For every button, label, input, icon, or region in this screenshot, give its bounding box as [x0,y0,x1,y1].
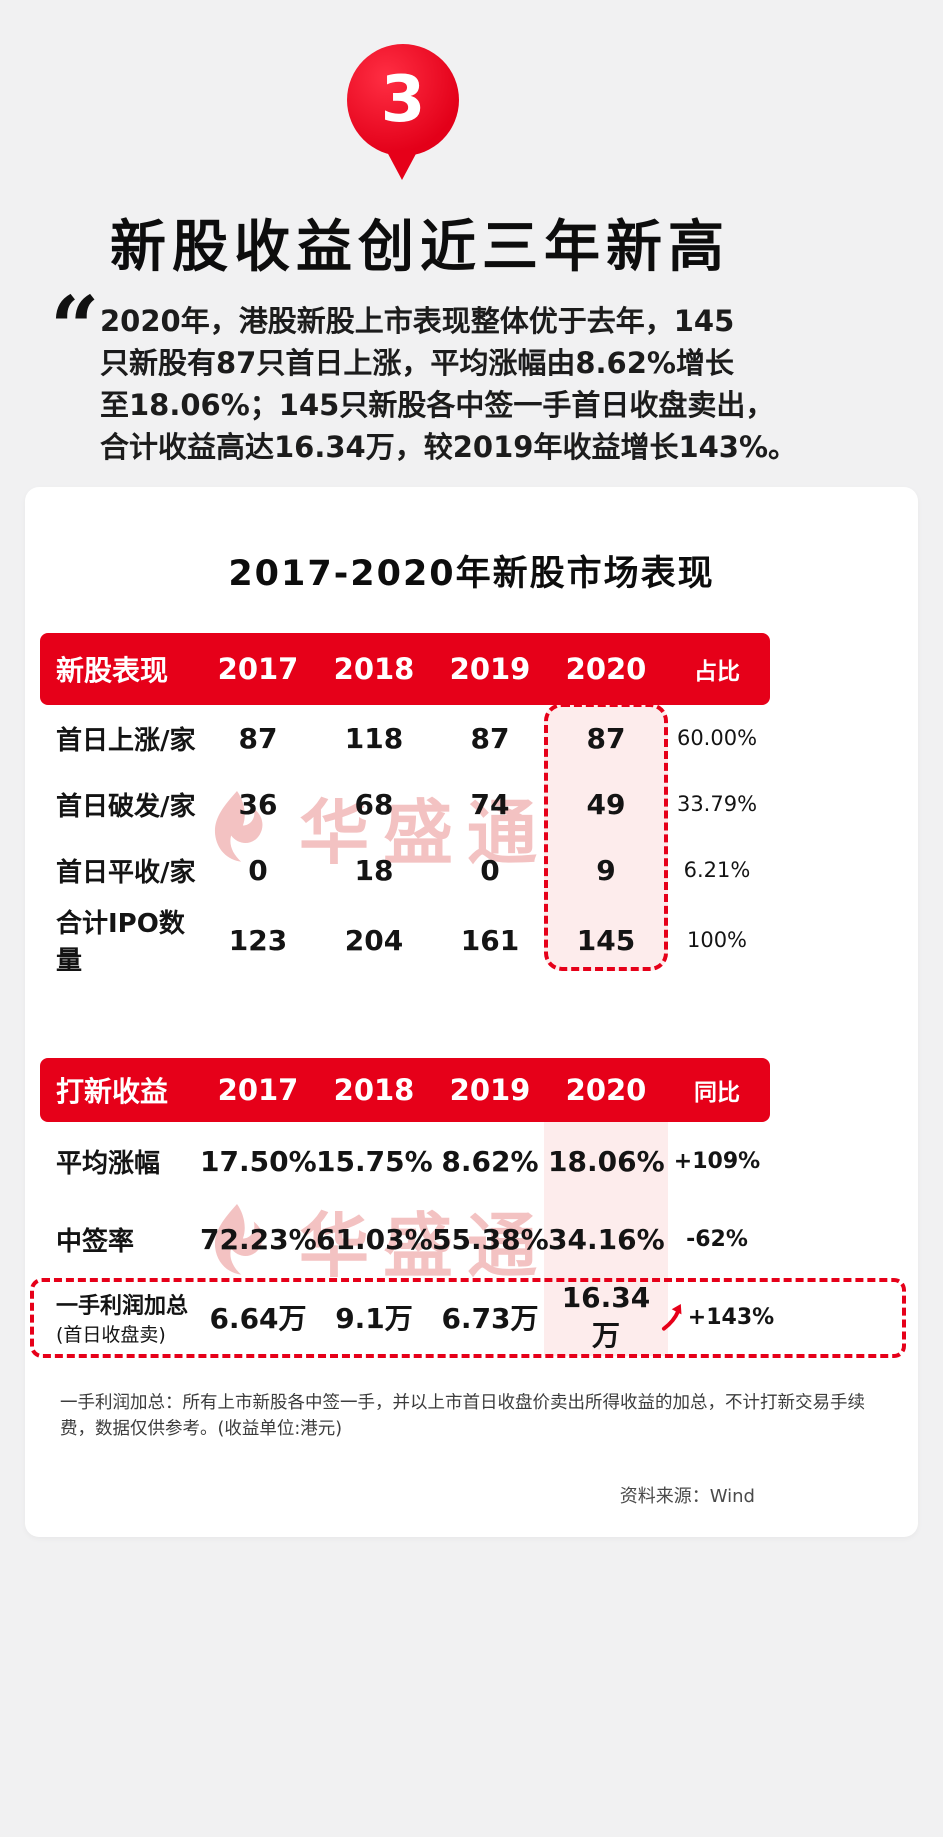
data-source: 资料来源：Wind [619,1486,755,1507]
quote-line: 只新股有87只首日上涨，平均涨幅由8.62%增长 [100,346,734,380]
cell-value: 0 [480,853,500,887]
cell-value: 72.23% [200,1222,317,1256]
cell-value: 145 [576,923,636,957]
cell-value: 36 [238,787,278,821]
table-row: 首日平收/家 0 18 0 9 6.21% [40,837,770,903]
row-label: 首日破发/家 [56,791,196,822]
cell-ratio: 60.00% [676,726,758,750]
column-header: 2018 [333,652,415,686]
table-row-highlighted: 一手利润加总 (首日收盘卖) 6.64万 9.1万 6.73万 16.34万 +… [40,1278,774,1356]
page-title: 新股收益创近三年新高 [110,215,730,280]
table1-header-row: 新股表现 2017 2018 2019 2020 占比 [40,633,770,705]
column-header: 2017 [217,1073,299,1107]
watermark: 华盛通 [195,777,551,878]
highlight-2020-column-dashed [544,703,668,971]
cell-value: 8.62% [441,1144,539,1178]
cell-value: 9 [596,853,616,887]
footnote: 一手利润加总：所有上市新股各中签一手，并以上市首日收盘价卖出所得收益的加总，不计… [60,1393,865,1439]
column-header: 2017 [217,652,299,686]
quote-text: 2020年，港股新股上市表现整体优于去年，145 只新股有87只首日上涨，平均涨… [100,300,862,468]
table-row: 平均涨幅 17.50% 15.75% 8.62% 18.06% +109% [40,1122,770,1200]
watermark: 华盛通 [195,1190,551,1291]
row-label-line2: (首日收盘卖) [56,1323,166,1346]
cell-ratio: 6.21% [683,858,751,882]
row-label: 首日上涨/家 [56,725,196,756]
cell-yoy-value: +143% [687,1304,775,1330]
cell-yoy: -62% [686,1226,748,1252]
row-label-line1: 一手利润加总 [56,1293,189,1319]
cell-value: 0 [248,853,268,887]
cell-value: 87 [470,721,510,755]
cell-yoy: +143% [661,1302,774,1332]
data-card: 华盛通 华盛通 2017-2020年新股市场表现 新股表现 2017 2018 … [25,487,918,1537]
cell-ratio: 100% [686,928,748,952]
row-label: 首日平收/家 [56,857,196,888]
column-header: 占比 [694,659,740,685]
cell-yoy: +109% [673,1148,761,1174]
cell-value: 61.03% [316,1222,433,1256]
highlight-2020-column-pink [544,1122,668,1356]
quote-line: 至18.06%；145只新股各中签一手首日收盘卖出， [100,388,775,422]
cell-value: 49 [586,787,626,821]
cell-value: 123 [228,923,288,957]
cell-value: 87 [586,721,626,755]
quote-mark-icon: “ [50,278,100,379]
table-row: 首日上涨/家 87 118 87 87 60.00% [40,705,770,771]
table-ipo-performance: 新股表现 2017 2018 2019 2020 占比 首日上涨/家 87 11… [40,633,770,976]
column-header: 2020 [565,652,647,686]
quote-line: 合计收益高达16.34万，较2019年收益增长143%。 [100,430,798,464]
table-row: 首日破发/家 36 68 74 49 33.79% [40,771,770,837]
watermark-text: 华盛通 [299,792,551,874]
cell-value: 204 [344,923,404,957]
cell-value: 118 [344,721,404,755]
up-trend-arrow-icon [660,1302,686,1332]
cell-value: 9.1万 [335,1302,413,1335]
cell-value: 6.73万 [441,1302,539,1335]
column-header: 打新收益 [56,1075,169,1108]
badge-pointer-triangle [386,150,418,180]
watermark-text: 华盛通 [299,1205,551,1287]
quote-block: “ 2020年，港股新股上市表现整体优于去年，145 只新股有87只首日上涨，平… [50,286,862,468]
card-title: 2017-2020年新股市场表现 [228,554,715,594]
huashengtong-logo-icon [195,1199,279,1283]
cell-value: 18.06% [548,1144,665,1178]
column-header: 2020 [565,1073,647,1107]
row-label: 平均涨幅 [56,1148,161,1179]
row-label: 合计IPO数量 [56,909,185,976]
quote-line: 2020年，港股新股上市表现整体优于去年，145 [100,304,735,338]
section-number: 3 [380,63,426,137]
section-number-badge: 3 [347,44,459,156]
cell-value: 34.16% [548,1222,665,1256]
table2-header-row: 打新收益 2017 2018 2019 2020 同比 [40,1058,770,1122]
column-header: 新股表现 [56,654,169,687]
column-header: 2019 [449,652,531,686]
table-row: 合计IPO数量 123 204 161 145 100% [40,903,770,976]
table-subscription-returns: 打新收益 2017 2018 2019 2020 同比 平均涨幅 17.50% … [40,1058,774,1356]
cell-value: 55.38% [432,1222,549,1256]
cell-ratio: 33.79% [676,792,758,816]
cell-value: 18 [354,853,394,887]
row-label: 中签率 [56,1226,135,1257]
table-row: 中签率 72.23% 61.03% 55.38% 34.16% -62% [40,1200,770,1278]
column-header: 同比 [694,1080,740,1106]
cell-value: 74 [470,787,510,821]
cell-value: 87 [238,721,278,755]
cell-value: 15.75% [316,1144,433,1178]
cell-value: 161 [460,923,520,957]
cell-value: 68 [354,787,394,821]
cell-value: 17.50% [200,1144,317,1178]
column-header: 2019 [449,1073,531,1107]
cell-value: 6.64万 [209,1302,307,1335]
cell-value: 16.34万 [561,1280,651,1352]
huashengtong-logo-icon [195,786,279,870]
column-header: 2018 [333,1073,415,1107]
row-label: 一手利润加总 (首日收盘卖) [40,1288,200,1347]
